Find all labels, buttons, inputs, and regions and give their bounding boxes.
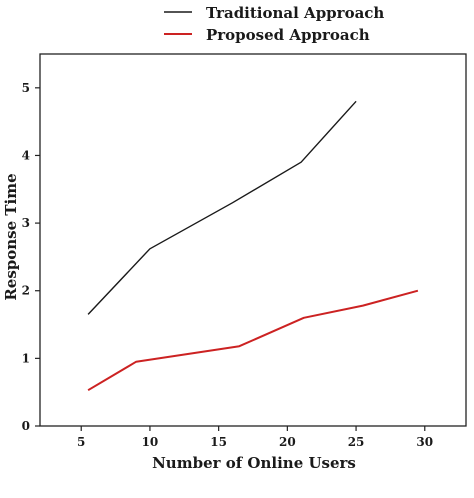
legend-label: Traditional Approach <box>206 4 384 22</box>
legend-label: Proposed Approach <box>206 26 370 44</box>
y-axis-label: Response Time <box>2 173 20 300</box>
y-tick-label: 0 <box>22 419 30 433</box>
x-tick-label: 10 <box>142 435 159 449</box>
plot-frame <box>39 53 467 427</box>
x-tick-label: 25 <box>348 435 365 449</box>
y-tick-label: 3 <box>22 216 30 230</box>
y-tick-label: 2 <box>22 284 30 298</box>
series-line-proposed <box>87 289 419 392</box>
chart-axes: 5 10 15 20 25 30 0 1 2 3 4 5 <box>22 53 467 449</box>
x-axis-label: Number of Online Users <box>152 454 356 472</box>
x-tick-label: 20 <box>279 435 296 449</box>
x-tick-label: 5 <box>77 435 85 449</box>
x-tick-label: 15 <box>210 435 227 449</box>
y-tick-label: 4 <box>22 148 30 162</box>
plot-lines <box>87 100 419 392</box>
legend: Traditional Approach Proposed Approach <box>164 4 384 44</box>
series-line-traditional <box>87 100 357 315</box>
x-tick-label: 30 <box>416 435 433 449</box>
y-tick-label: 1 <box>22 351 30 365</box>
y-tick-label: 5 <box>22 81 30 95</box>
